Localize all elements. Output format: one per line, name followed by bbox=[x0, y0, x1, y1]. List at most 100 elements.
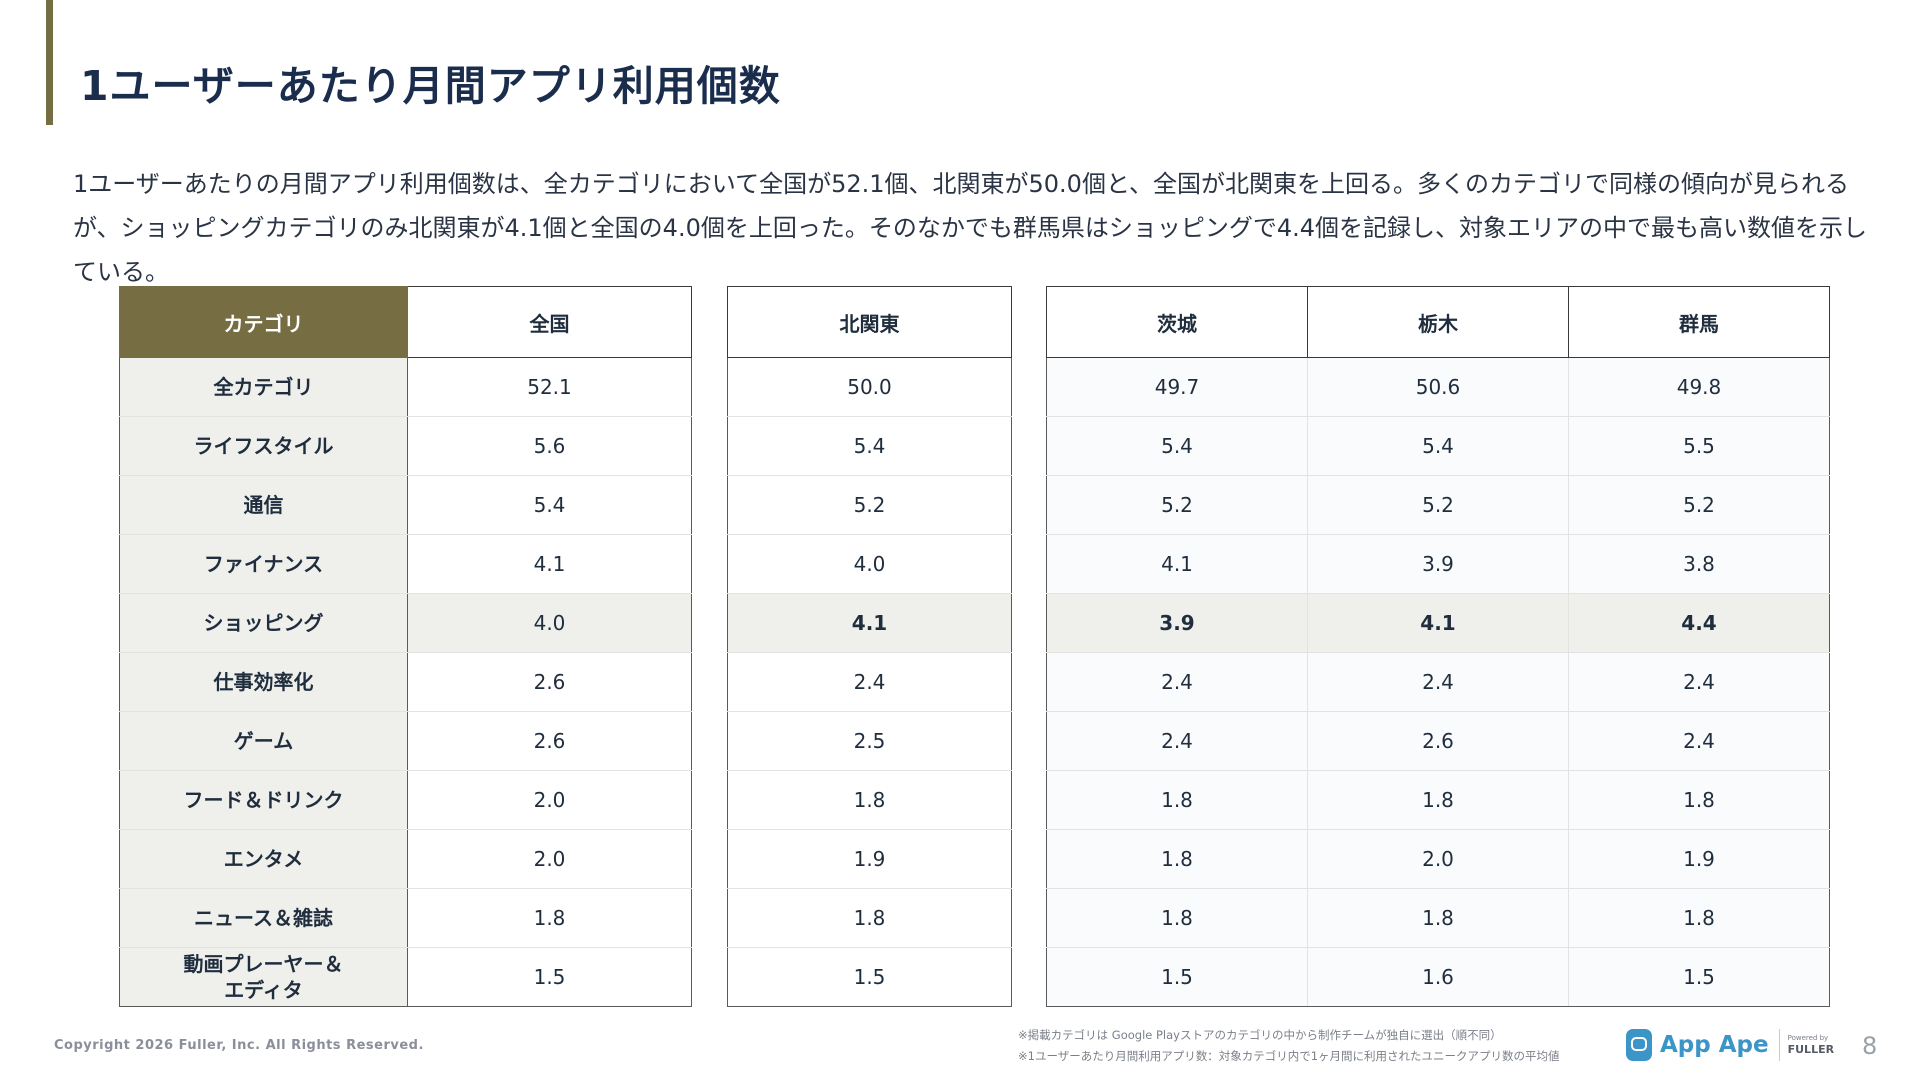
kitakanto-cell: 5.4 bbox=[727, 416, 1012, 476]
app-ape-icon bbox=[1626, 1029, 1652, 1061]
ibaraki-cell: 1.8 bbox=[1046, 829, 1308, 889]
category-cell: 全カテゴリ bbox=[119, 357, 408, 417]
national-cell: 2.6 bbox=[407, 652, 692, 712]
table-row: 1.5 bbox=[727, 947, 1012, 1007]
header-gunma: 群馬 bbox=[1568, 286, 1830, 358]
category-cell: ゲーム bbox=[119, 711, 408, 771]
gunma-cell: 1.8 bbox=[1568, 888, 1830, 948]
tochigi-cell: 1.8 bbox=[1307, 888, 1569, 948]
table-row: 5.4 bbox=[727, 416, 1012, 476]
table-row: 2.4 bbox=[727, 652, 1012, 712]
kitakanto-cell: 5.2 bbox=[727, 475, 1012, 535]
powered-by-block: Powered by FULLER bbox=[1788, 1034, 1834, 1056]
kitakanto-cell: 1.5 bbox=[727, 947, 1012, 1007]
page-title: 1ユーザーあたり月間アプリ利用個数 bbox=[80, 62, 781, 110]
page-number: 8 bbox=[1862, 1032, 1878, 1060]
national-cell: 1.5 bbox=[407, 947, 692, 1007]
header-kitakanto: 北関東 bbox=[727, 286, 1012, 358]
table-row-highlight: ショッピング 4.0 bbox=[119, 593, 692, 653]
tochigi-cell: 2.6 bbox=[1307, 711, 1569, 771]
header-category: カテゴリ bbox=[119, 286, 408, 358]
national-cell: 4.0 bbox=[407, 593, 692, 653]
gunma-cell: 3.8 bbox=[1568, 534, 1830, 594]
table-row: 1.8 bbox=[727, 888, 1012, 948]
kitakanto-cell: 2.5 bbox=[727, 711, 1012, 771]
table-row: 2.5 bbox=[727, 711, 1012, 771]
ibaraki-cell: 1.5 bbox=[1046, 947, 1308, 1007]
kitakanto-cell: 4.0 bbox=[727, 534, 1012, 594]
category-cell: 動画プレーヤー＆ エディタ bbox=[119, 947, 408, 1007]
national-table: カテゴリ 全国 全カテゴリ 52.1 ライフスタイル 5.6 通信 5.4 ファイナン… bbox=[119, 286, 692, 1007]
table-row: 1.8 2.0 1.9 bbox=[1046, 829, 1830, 889]
tochigi-cell: 2.4 bbox=[1307, 652, 1569, 712]
tochigi-cell: 4.1 bbox=[1307, 593, 1569, 653]
table-row: 4.1 3.9 3.8 bbox=[1046, 534, 1830, 594]
header-tochigi: 栃木 bbox=[1307, 286, 1569, 358]
table-row: 全カテゴリ 52.1 bbox=[119, 357, 692, 417]
ibaraki-cell: 4.1 bbox=[1046, 534, 1308, 594]
header-ibaraki: 茨城 bbox=[1046, 286, 1308, 358]
table-row: 2.4 2.4 2.4 bbox=[1046, 652, 1830, 712]
gunma-cell: 2.4 bbox=[1568, 711, 1830, 771]
national-cell: 5.6 bbox=[407, 416, 692, 476]
table-row: 5.2 bbox=[727, 475, 1012, 535]
gunma-cell: 5.5 bbox=[1568, 416, 1830, 476]
ibaraki-cell: 2.4 bbox=[1046, 711, 1308, 771]
tochigi-cell: 1.8 bbox=[1307, 770, 1569, 830]
kitakanto-table: 北関東 50.0 5.4 5.2 4.0 4.1 2.4 2.5 1.8 1.9… bbox=[727, 286, 1012, 1007]
gunma-cell: 49.8 bbox=[1568, 357, 1830, 417]
table-row: 50.0 bbox=[727, 357, 1012, 417]
table-row: 5.2 5.2 5.2 bbox=[1046, 475, 1830, 535]
powered-by-label: Powered by bbox=[1787, 1034, 1829, 1042]
table-row: 動画プレーヤー＆ エディタ 1.5 bbox=[119, 947, 692, 1007]
national-cell: 52.1 bbox=[407, 357, 692, 417]
national-cell: 2.0 bbox=[407, 829, 692, 889]
category-cell: エンタメ bbox=[119, 829, 408, 889]
ibaraki-cell: 1.8 bbox=[1046, 888, 1308, 948]
tochigi-cell: 5.4 bbox=[1307, 416, 1569, 476]
fuller-brand: FULLER bbox=[1787, 1043, 1835, 1056]
summary-text: 1ユーザーあたりの月間アプリ利用個数は、全カテゴリにおいて全国が52.1個、北関… bbox=[73, 170, 1868, 286]
category-line-2: エディタ bbox=[224, 978, 303, 1002]
table-row: 1.8 1.8 1.8 bbox=[1046, 770, 1830, 830]
category-line-1: 動画プレーヤー＆ bbox=[183, 952, 344, 976]
category-cell: ニュース＆雑誌 bbox=[119, 888, 408, 948]
header-national: 全国 bbox=[407, 286, 692, 358]
ibaraki-cell: 1.8 bbox=[1046, 770, 1308, 830]
kitakanto-cell: 2.4 bbox=[727, 652, 1012, 712]
ibaraki-cell: 5.4 bbox=[1046, 416, 1308, 476]
gunma-cell: 1.8 bbox=[1568, 770, 1830, 830]
title-accent-bar bbox=[46, 0, 53, 125]
category-cell: ショッピング bbox=[119, 593, 408, 653]
table-row: ゲーム 2.6 bbox=[119, 711, 692, 771]
footnotes: ※掲載カテゴリは Google Playストアのカテゴリの中から制作チームが独自… bbox=[1018, 1025, 1560, 1067]
kitakanto-cell: 1.8 bbox=[727, 888, 1012, 948]
national-cell: 2.0 bbox=[407, 770, 692, 830]
category-cell: ライフスタイル bbox=[119, 416, 408, 476]
national-cell: 1.8 bbox=[407, 888, 692, 948]
ibaraki-cell: 5.2 bbox=[1046, 475, 1308, 535]
prefecture-table: 茨城 栃木 群馬 49.7 50.6 49.8 5.4 5.4 5.5 5.2 5.2 5.… bbox=[1046, 286, 1830, 1007]
table-row: 仕事効率化 2.6 bbox=[119, 652, 692, 712]
national-cell: 5.4 bbox=[407, 475, 692, 535]
app-ape-logo: App Ape Powered by FULLER bbox=[1626, 1025, 1834, 1065]
table-row: フード＆ドリンク 2.0 bbox=[119, 770, 692, 830]
table-row: 1.8 1.8 1.8 bbox=[1046, 888, 1830, 948]
category-cell: 通信 bbox=[119, 475, 408, 535]
tochigi-cell: 50.6 bbox=[1307, 357, 1569, 417]
table-row: 49.7 50.6 49.8 bbox=[1046, 357, 1830, 417]
gunma-cell: 2.4 bbox=[1568, 652, 1830, 712]
ibaraki-cell: 2.4 bbox=[1046, 652, 1308, 712]
table-row: ファイナンス 4.1 bbox=[119, 534, 692, 594]
table-row-highlight: 3.9 4.1 4.4 bbox=[1046, 593, 1830, 653]
footnote-1: ※掲載カテゴリは Google Playストアのカテゴリの中から制作チームが独自… bbox=[1018, 1028, 1502, 1042]
table-row: 1.8 bbox=[727, 770, 1012, 830]
table-row: 2.4 2.6 2.4 bbox=[1046, 711, 1830, 771]
ibaraki-cell: 3.9 bbox=[1046, 593, 1308, 653]
table-row: ニュース＆雑誌 1.8 bbox=[119, 888, 692, 948]
tochigi-cell: 5.2 bbox=[1307, 475, 1569, 535]
logo-divider bbox=[1778, 1029, 1780, 1061]
gunma-cell: 4.4 bbox=[1568, 593, 1830, 653]
table-row: 5.4 5.4 5.5 bbox=[1046, 416, 1830, 476]
table-row: 1.9 bbox=[727, 829, 1012, 889]
